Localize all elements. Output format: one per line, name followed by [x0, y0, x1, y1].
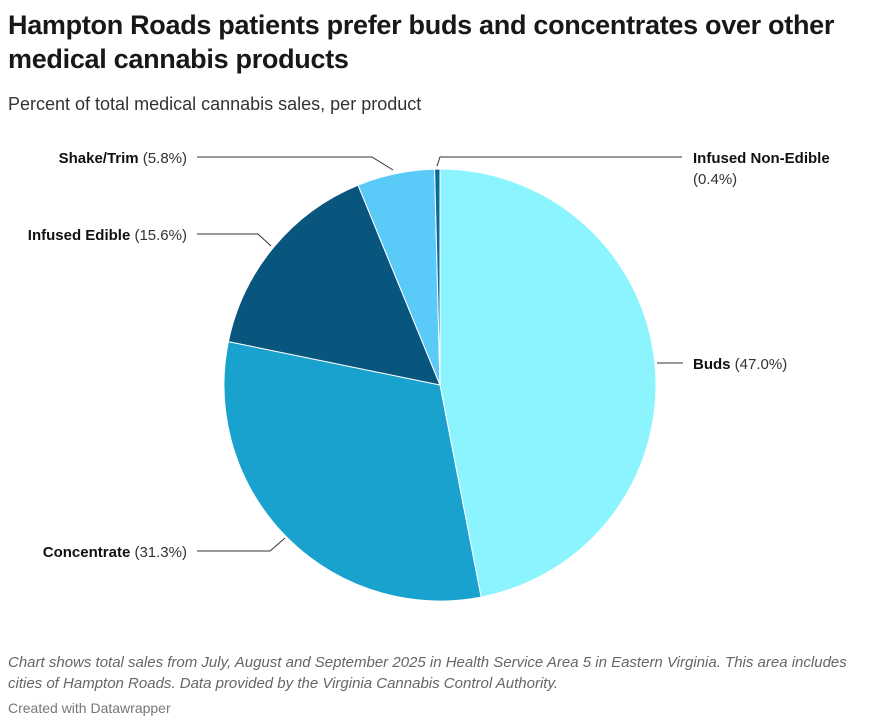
slice-label-infused-edible: Infused Edible (15.6%) [28, 227, 187, 244]
slice-label-value: (0.4%) [693, 171, 737, 188]
leader-line-concentrate [197, 537, 286, 552]
slice-label-category: Infused Non-Edible [693, 150, 830, 167]
slice-label-category: Shake/Trim [59, 150, 139, 167]
slice-label-category: Buds [693, 356, 731, 373]
chart-subtitle: Percent of total medical cannabis sales,… [8, 94, 422, 114]
leader-line-infused-edible [197, 233, 272, 247]
leader-line-infused-non-edible [436, 156, 682, 167]
chart-notes: Chart shows total sales from July, Augus… [8, 654, 847, 692]
pie-slice-buds [439, 168, 657, 598]
slice-label-infused-non-edible: Infused Non-Edible (0.4%) [693, 150, 830, 188]
pie-slice-infused-edible [227, 184, 441, 386]
pie-slice-concentrate [223, 340, 482, 602]
slice-label-value: (5.8%) [139, 150, 187, 167]
slice-label-value: (31.3%) [130, 544, 187, 561]
slice-label-value: (47.0%) [731, 356, 788, 373]
slice-label-value: (15.6%) [130, 227, 187, 244]
slice-label-buds: Buds (47.0%) [693, 356, 787, 373]
pie-slice-infused-non-edible [434, 168, 441, 386]
credit-link[interactable]: Created with Datawrapper [8, 700, 171, 716]
slice-label-category: Concentrate [43, 544, 131, 561]
leader-line-shake-trim [197, 156, 394, 171]
slice-label-concentrate: Concentrate (31.3%) [43, 544, 187, 561]
slice-label-category: Infused Edible [28, 227, 131, 244]
slice-label-shake-trim: Shake/Trim (5.8%) [59, 150, 187, 167]
chart-title: Hampton Roads patients prefer buds and c… [8, 10, 835, 74]
